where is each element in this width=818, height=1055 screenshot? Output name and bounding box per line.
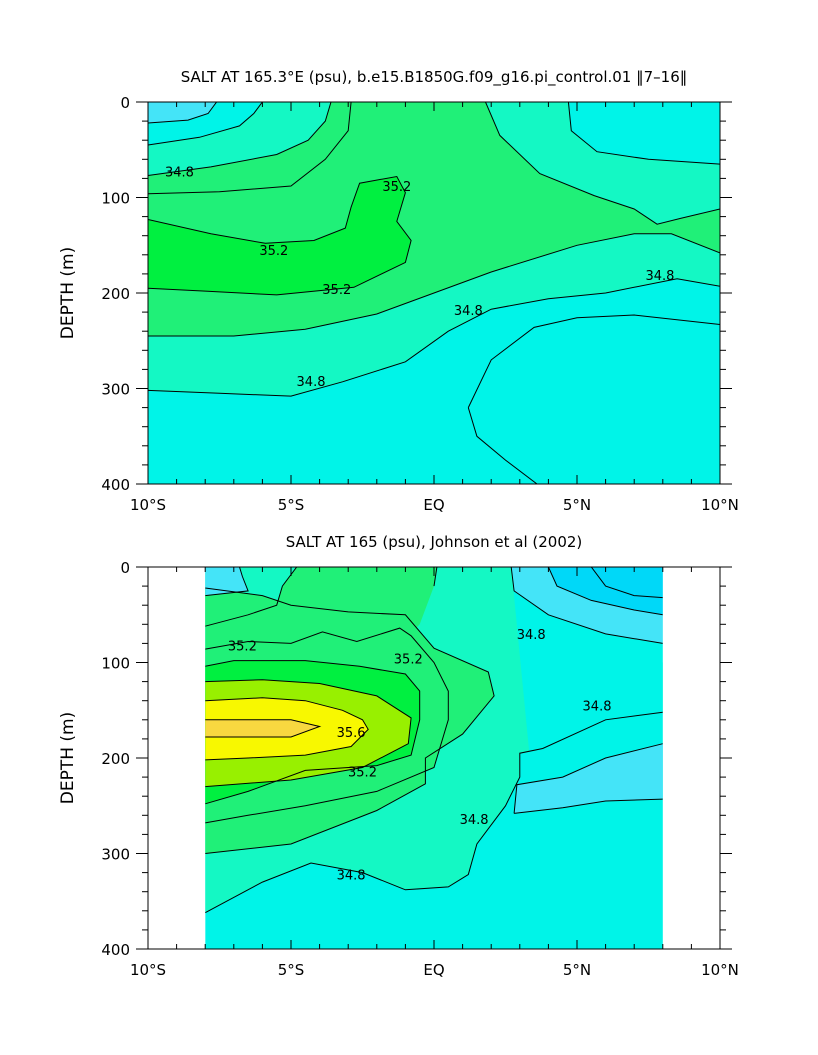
contour-35: [148, 233, 720, 337]
fill-band: [568, 102, 720, 165]
contour-lines: [148, 102, 720, 484]
contour-34.8: [205, 587, 495, 854]
contour-label: 35.2: [322, 283, 351, 298]
x-tick-label: EQ: [423, 961, 444, 979]
contour-label: 34.8: [460, 813, 489, 828]
x-tick-label: 5°S: [278, 496, 305, 514]
contour-34.4: [513, 743, 663, 814]
salinity-fill: [148, 102, 720, 484]
y-tick-label: 100: [101, 655, 130, 673]
contour-34.6: [205, 711, 663, 914]
x-tick-label: 10°S: [130, 496, 166, 514]
contour-35.4: [205, 679, 412, 788]
y-tick-label: 300: [101, 381, 130, 399]
fill-band: [205, 719, 320, 737]
panel-bottom-johnson: 35.2 35.2 34.8 34.8 35.6 35.2 34.8 34.8 10°S 5°S E…: [58, 533, 739, 979]
y-tick-label: 200: [101, 750, 130, 768]
contour-34.6: [567, 102, 720, 165]
contour-label: 34.8: [517, 628, 546, 643]
contour-label: 35.2: [228, 639, 257, 654]
y-tick-label: 300: [101, 846, 130, 864]
y-tick-label: 0: [120, 94, 130, 112]
y-tick-label: 0: [120, 559, 130, 577]
contour-34.4: [510, 567, 663, 644]
y-axis-label: DEPTH (m): [58, 712, 78, 804]
contour-34.4: [148, 102, 218, 124]
x-tick-label: 5°N: [563, 496, 591, 514]
contour-34.2: [547, 567, 663, 616]
contour-34.8: [148, 278, 720, 397]
contour-label: 34.8: [583, 699, 612, 714]
y-tick-label: 400: [101, 476, 130, 494]
x-tick-label: 5°N: [563, 961, 591, 979]
x-tick-label: 10°N: [701, 961, 739, 979]
y-tick-label: 200: [101, 285, 130, 303]
contour-34: [205, 567, 249, 597]
contour-label: 34.8: [645, 269, 674, 284]
contour-label: 34.8: [165, 166, 194, 181]
contour-label: 35.2: [394, 653, 423, 668]
contour-34: [590, 567, 663, 599]
contour-label: 35.2: [348, 765, 377, 780]
y-tick-label: 100: [101, 190, 130, 208]
contour-34.8: [148, 102, 332, 176]
contour-label: 35.6: [337, 726, 366, 741]
y-axis-label: DEPTH (m): [58, 247, 78, 339]
contour-label: 35.2: [382, 180, 411, 195]
contour-34.6: [467, 407, 538, 484]
contour-label: 34.8: [297, 375, 326, 390]
chart-title: SALT AT 165 (psu), Johnson et al (2002): [286, 533, 583, 551]
contour-35: [148, 102, 352, 195]
chart-title: SALT AT 165.3°E (psu), b.e15.B1850G.f09_…: [181, 68, 688, 87]
fill-band: [148, 102, 217, 123]
contour-35.2: [205, 660, 421, 805]
contour-label: 34.8: [337, 869, 366, 884]
fill-band: [514, 743, 663, 814]
x-tick-label: 10°N: [701, 496, 739, 514]
fill-band: [511, 567, 663, 949]
contour-35: [205, 627, 449, 824]
contour-35.6: [205, 697, 369, 761]
panel-top-model: 34.8 35.2 35.2 35.2 34.8 34.8 34.8 10°S 5°S EQ 5°N…: [58, 68, 739, 514]
contour-label: 34.8: [454, 304, 483, 319]
x-tick-label: 10°S: [130, 961, 166, 979]
contour-34.6: [433, 567, 438, 587]
contour-34.6: [467, 314, 720, 408]
salinity-fill: [205, 567, 663, 949]
contour-34.6: [205, 567, 298, 627]
fill-band: [205, 567, 249, 596]
contour-label: 35.2: [259, 244, 288, 259]
x-tick-label: 5°S: [278, 961, 305, 979]
fill-band: [148, 176, 412, 295]
fill-band: [468, 315, 720, 484]
contour-lines: [205, 567, 663, 914]
contour-35.2: [148, 175, 412, 296]
contour-34.6: [148, 102, 263, 146]
contour-35: [485, 102, 720, 225]
x-tick-label: EQ: [423, 496, 444, 514]
y-tick-label: 400: [101, 941, 130, 959]
fill-band: [548, 567, 663, 615]
contour-35.8: [205, 719, 322, 738]
contour-34.4: [514, 798, 663, 814]
